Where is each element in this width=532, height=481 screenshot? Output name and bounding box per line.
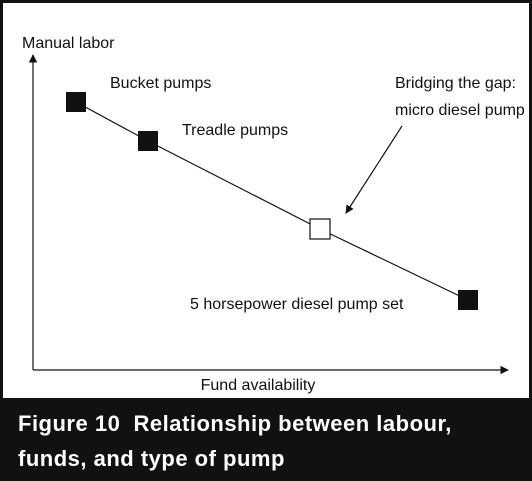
node-marker: [138, 131, 158, 151]
node-label: Treadle pumps: [182, 122, 288, 139]
x-axis-label: Fund availability: [201, 377, 316, 394]
caption: funds, and type of pump: [18, 446, 285, 471]
y-axis-label: Manual labor: [22, 35, 115, 52]
node-label: Bucket pumps: [110, 75, 211, 92]
node-label: micro diesel pump set: [395, 102, 532, 119]
node-marker: [458, 290, 478, 310]
node-label: 5 horsepower diesel pump set: [190, 296, 404, 313]
node-label: Bridging the gap:: [395, 75, 516, 92]
caption-band: [0, 398, 532, 481]
node-marker: [66, 92, 86, 112]
trend-line: [75, 101, 469, 301]
node-marker: [309, 218, 331, 240]
pointer-arrow: [345, 125, 403, 214]
caption: Figure 10 Relationship between labour,: [18, 411, 452, 436]
